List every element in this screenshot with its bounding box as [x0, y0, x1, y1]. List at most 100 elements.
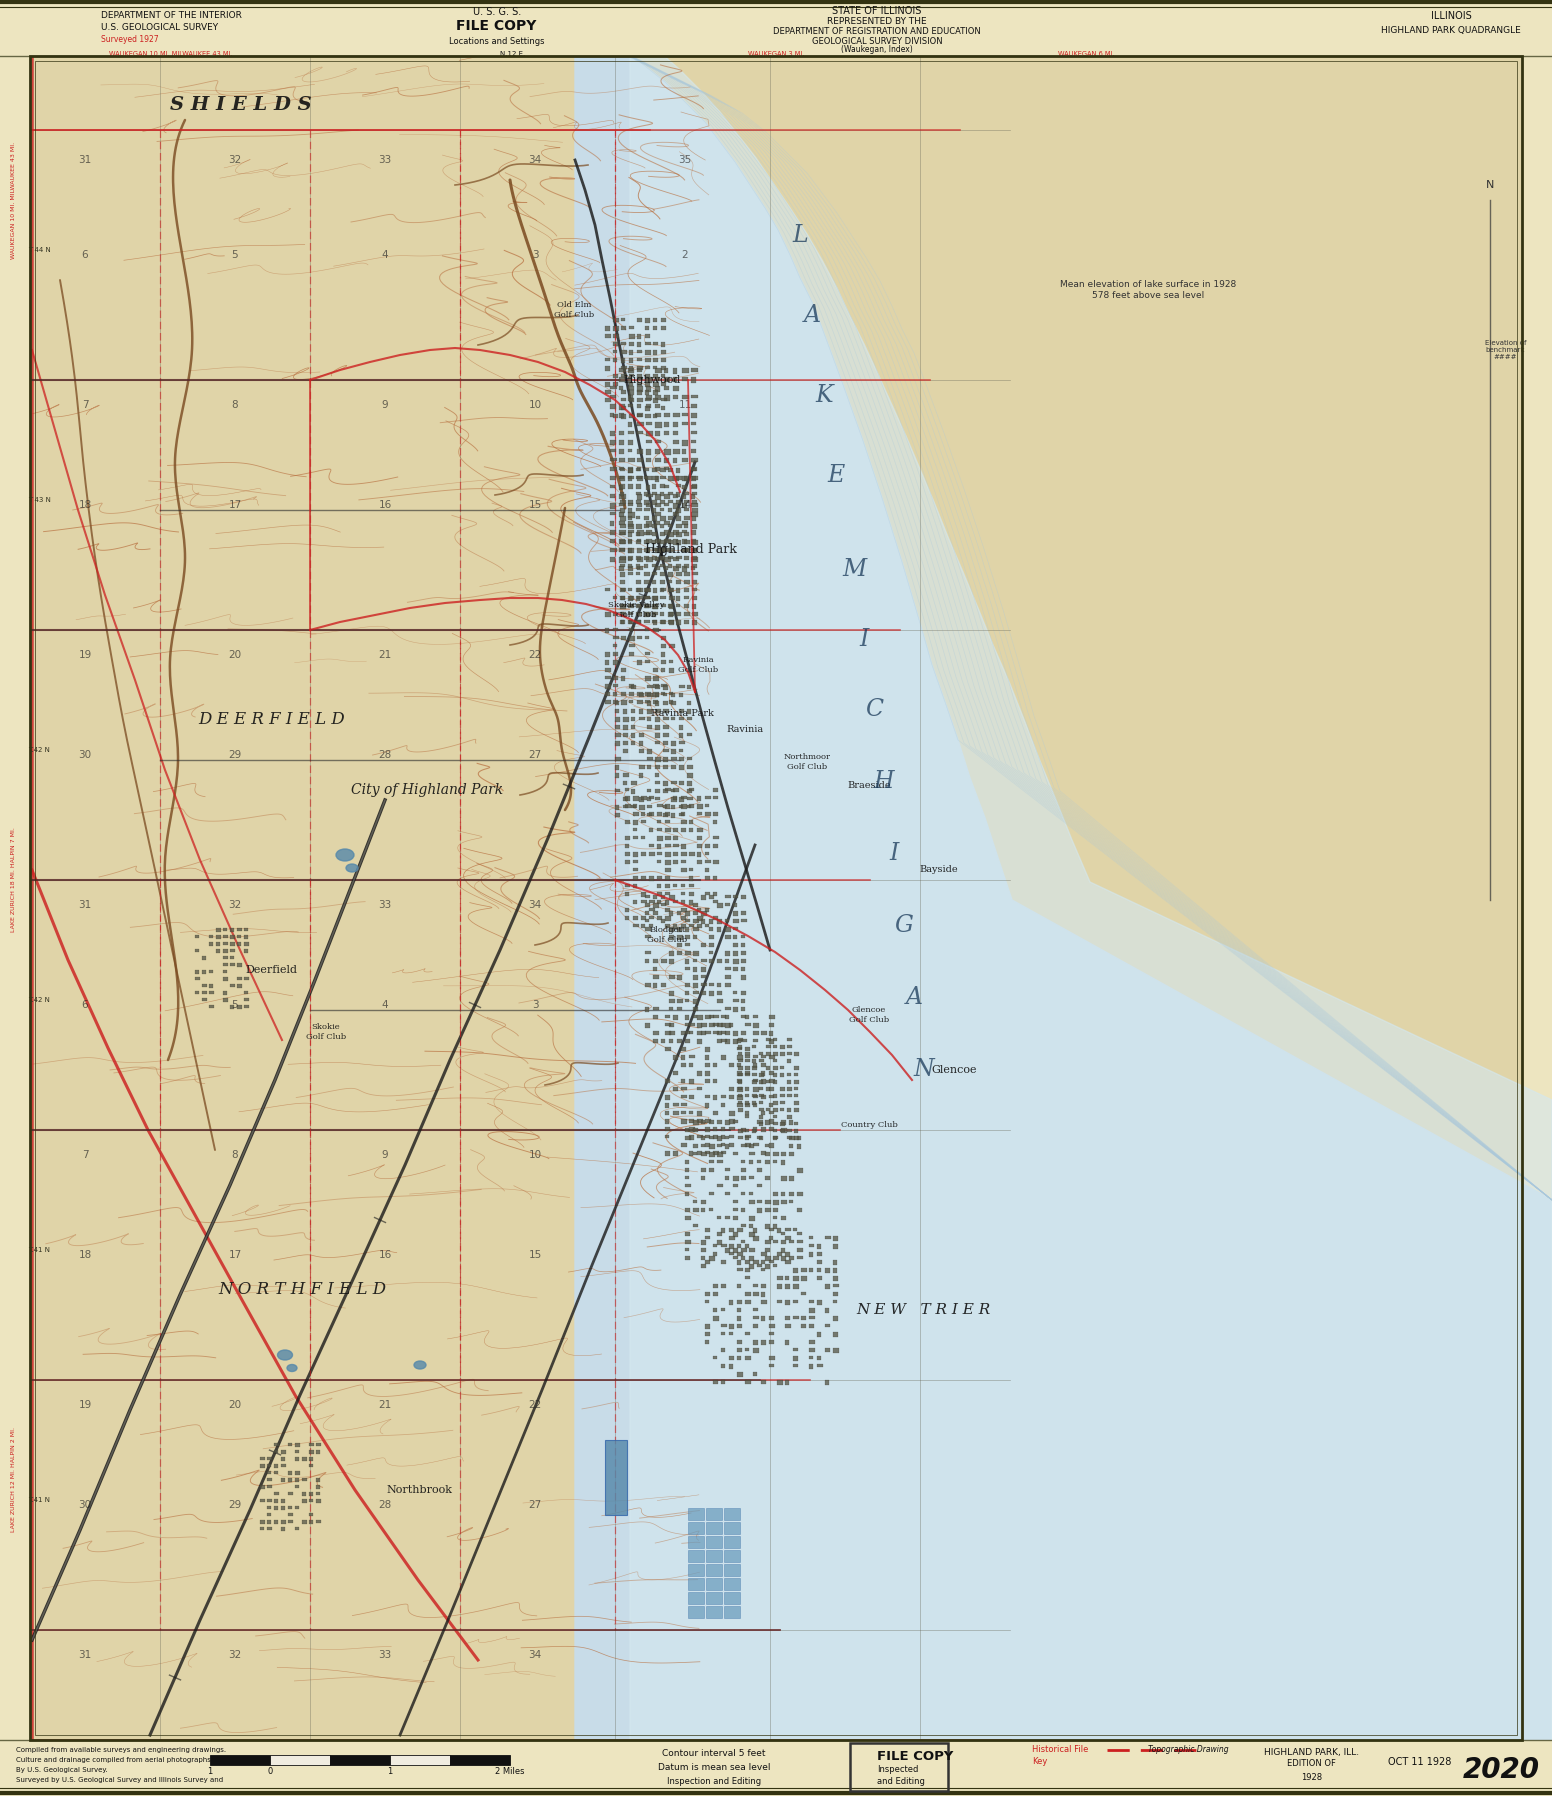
Bar: [740, 1255, 745, 1259]
Bar: [688, 684, 691, 690]
Bar: [722, 1307, 725, 1311]
Bar: [681, 494, 686, 499]
Bar: [660, 564, 664, 568]
Text: 30: 30: [79, 751, 92, 760]
Bar: [689, 1128, 695, 1131]
Bar: [646, 629, 649, 632]
Bar: [778, 1228, 781, 1232]
Bar: [646, 530, 652, 535]
Bar: [705, 909, 709, 912]
Bar: [619, 377, 625, 383]
Bar: [629, 431, 635, 435]
Bar: [759, 1079, 764, 1085]
Bar: [223, 991, 227, 995]
Bar: [691, 557, 697, 562]
Bar: [610, 440, 616, 445]
Bar: [674, 788, 678, 792]
Bar: [244, 977, 248, 981]
Bar: [613, 334, 619, 338]
Bar: [661, 327, 666, 330]
Bar: [619, 612, 624, 616]
Ellipse shape: [346, 864, 359, 873]
Bar: [795, 1122, 798, 1126]
Bar: [629, 366, 633, 370]
Bar: [712, 1316, 719, 1320]
Bar: [636, 557, 644, 562]
Bar: [733, 894, 739, 898]
Bar: [632, 742, 635, 745]
Bar: [740, 1167, 745, 1173]
Bar: [705, 893, 711, 894]
Bar: [669, 1040, 674, 1043]
Bar: [646, 341, 650, 345]
Bar: [712, 1307, 717, 1311]
Bar: [653, 982, 656, 988]
Bar: [781, 1052, 785, 1056]
Bar: [750, 1248, 754, 1252]
Bar: [760, 1128, 767, 1131]
Bar: [739, 1045, 742, 1049]
Bar: [773, 1038, 778, 1042]
Bar: [681, 923, 686, 929]
Bar: [765, 1248, 770, 1252]
Bar: [619, 557, 625, 560]
Bar: [653, 903, 658, 907]
Bar: [237, 963, 242, 966]
Bar: [656, 893, 661, 896]
Bar: [644, 571, 650, 575]
Bar: [826, 1268, 830, 1273]
Bar: [697, 828, 703, 832]
Bar: [733, 1232, 737, 1237]
Bar: [697, 1112, 702, 1115]
Text: FILE COPY: FILE COPY: [456, 20, 537, 32]
Bar: [636, 368, 641, 372]
Bar: [664, 812, 669, 815]
Bar: [765, 1225, 770, 1228]
Bar: [629, 449, 632, 453]
Bar: [833, 1275, 838, 1281]
Bar: [653, 629, 658, 632]
Bar: [656, 835, 663, 841]
Bar: [691, 377, 695, 383]
Bar: [639, 717, 644, 720]
Bar: [605, 383, 610, 386]
Bar: [740, 959, 747, 963]
Bar: [709, 1209, 714, 1212]
Bar: [733, 903, 737, 907]
Bar: [809, 1268, 813, 1273]
Bar: [773, 1115, 778, 1119]
Bar: [688, 1509, 705, 1519]
Bar: [722, 1245, 726, 1246]
Bar: [647, 765, 652, 769]
Bar: [709, 894, 714, 900]
Bar: [773, 1209, 778, 1212]
Bar: [629, 415, 633, 418]
Bar: [669, 1024, 674, 1027]
Bar: [655, 693, 660, 697]
Bar: [760, 1340, 767, 1345]
Text: 32: 32: [228, 900, 242, 911]
Bar: [785, 1228, 790, 1230]
Bar: [655, 700, 660, 706]
Bar: [702, 991, 706, 995]
Bar: [646, 404, 650, 408]
Bar: [753, 1261, 759, 1264]
Bar: [740, 991, 747, 995]
Bar: [629, 368, 633, 374]
Bar: [619, 539, 625, 544]
Bar: [613, 629, 618, 630]
Bar: [674, 539, 678, 544]
Bar: [760, 1054, 765, 1058]
Bar: [619, 512, 624, 517]
Bar: [737, 1096, 742, 1099]
Bar: [705, 1142, 709, 1148]
Text: Surveyed by U.S. Geological Survey and Illinois Survey and: Surveyed by U.S. Geological Survey and I…: [16, 1776, 222, 1783]
Bar: [692, 508, 698, 512]
Bar: [649, 900, 655, 903]
Bar: [694, 936, 697, 939]
Bar: [733, 1200, 737, 1203]
Bar: [633, 867, 638, 871]
Bar: [646, 952, 650, 954]
Bar: [613, 652, 618, 656]
Bar: [649, 812, 655, 815]
